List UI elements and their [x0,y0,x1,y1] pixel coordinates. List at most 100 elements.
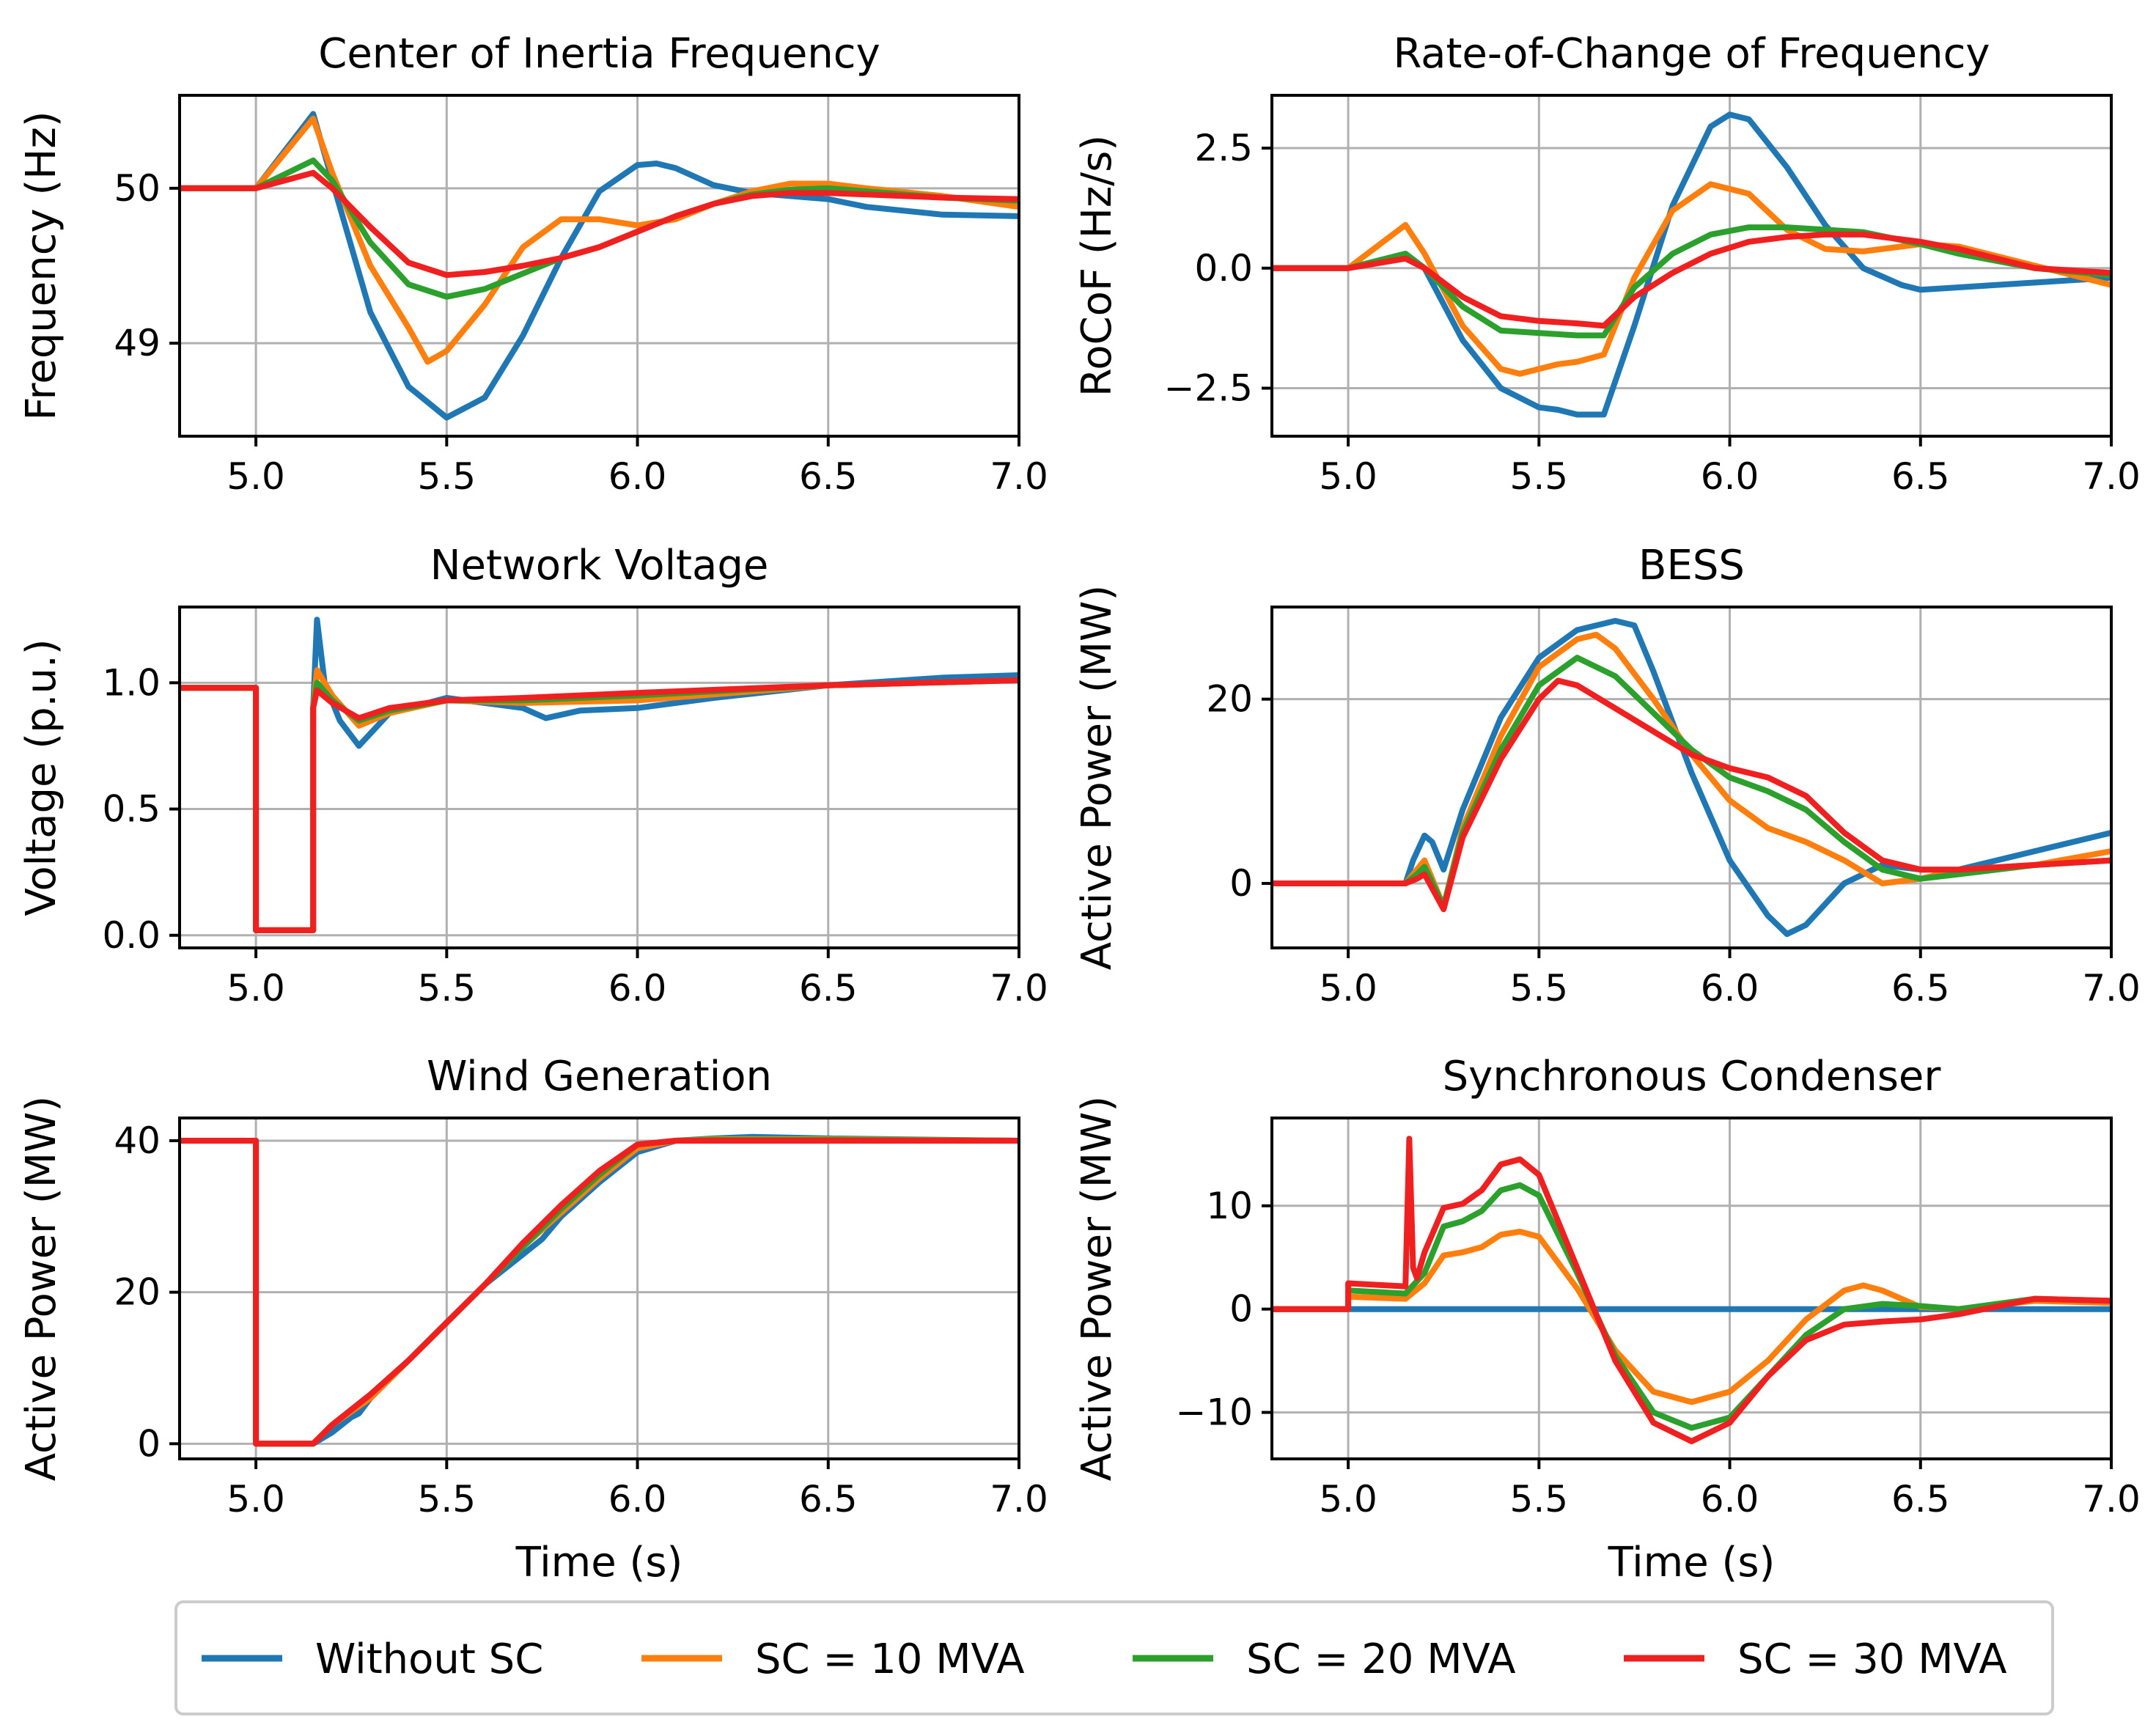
y-tick-label: 20 [114,1271,161,1314]
subplot-title: Network Voltage [430,542,769,589]
legend-box [174,1600,2054,1715]
series-line-2 [180,677,1019,933]
axes-frame [1270,1117,2113,1460]
x-tick-label: 5.0 [227,455,285,498]
series-line-3 [1272,1136,2111,1444]
series-group [1272,111,2111,418]
series-line-2 [180,157,1019,300]
y-tick-label: 40 [114,1119,161,1162]
y-tick-label: 0.5 [102,788,161,831]
subplot-4: 5.0 5.5 6.0 6.5 7.0 0 20 40 Wind Generation Activ… [18,1053,1048,1586]
series-line-2 [1272,224,2111,339]
x-tick-label: 5.5 [1510,1478,1569,1520]
series-line-3 [180,1138,1019,1447]
x-axis-label: Time (s) [1608,1539,1776,1586]
y-tick-label: 49 [114,322,161,364]
subplot-title: Synchronous Condenser [1443,1053,1942,1100]
y-tick-label: −10 [1175,1391,1253,1434]
x-tick-label: 7.0 [2082,455,2141,498]
y-tick-label: 20 [1206,678,1253,721]
x-tick-label: 6.0 [608,967,667,1009]
x-tick-label: 7.0 [990,455,1048,498]
series-line-1 [180,115,1019,365]
x-tick-label: 6.5 [1891,967,1950,1009]
axes-frame [178,606,1020,949]
axes-frame [1270,94,2113,438]
series-line-0 [180,617,1019,933]
axes-frame [178,94,1020,438]
x-tick-label: 7.0 [2082,967,2141,1009]
y-axis-label: Voltage (p.u.) [18,639,65,916]
subplot-0: 5.0 5.5 6.0 6.5 7.0 49 50 Center of Inertia Fre… [18,30,1048,498]
series-line-3 [1272,677,2111,913]
x-tick-label: 6.0 [1701,967,1759,1009]
x-tick-label: 5.0 [1319,1478,1377,1520]
y-tick-label: 1.0 [102,661,161,704]
subplot-title: Rate-of-Change of Frequency [1393,30,1990,78]
x-tick-label: 5.5 [418,455,477,498]
x-tick-label: 5.5 [1510,455,1569,498]
y-axis-label: RoCoF (Hz/s) [1073,135,1121,397]
x-tick-label: 5.0 [1319,967,1377,1009]
subplot-1: 5.0 5.5 6.0 6.5 7.0 −2.5 0.0 2.5 Rate-of-Change … [1073,30,2141,498]
x-tick-label: 5.0 [1319,455,1377,498]
y-tick-label: 0 [1229,862,1253,905]
y-tick-label: 10 [1206,1185,1253,1227]
x-tick-label: 6.0 [608,1478,667,1520]
axes-frame [1270,606,2113,949]
series-group [180,617,1019,933]
subplot-3: 5.0 5.5 6.0 6.5 7.0 0 20 BESS Active Power (MW) [1073,542,2141,1009]
y-axis-label: Active Power (MW) [18,1096,65,1482]
subplot-2: 5.0 5.5 6.0 6.5 7.0 0.0 0.5 1.0 Network Voltage V… [18,542,1048,1009]
legend-label-1: SC = 10 MVA [755,1636,1025,1683]
x-tick-label: 6.5 [799,967,858,1009]
x-tick-label: 6.5 [1891,455,1950,498]
axes-frame [178,1117,1020,1460]
y-tick-label: 0 [1229,1288,1253,1331]
legend-label-2: SC = 20 MVA [1246,1636,1516,1683]
x-axis-label: Time (s) [515,1539,683,1586]
x-tick-label: 5.0 [227,967,285,1009]
y-tick-label: 0 [137,1422,161,1465]
series-line-0 [1272,111,2111,418]
series-line-0 [180,1133,1019,1447]
x-tick-label: 6.5 [799,1478,858,1520]
y-tick-label: 0.0 [102,914,161,957]
x-tick-label: 5.5 [1510,967,1569,1009]
subplot-title: Center of Inertia Frequency [318,30,880,78]
y-axis-label: Active Power (MW) [1073,1096,1121,1482]
y-tick-label: −2.5 [1164,367,1253,410]
series-group [1272,1136,2111,1444]
y-axis-label: Frequency (Hz) [18,111,65,420]
y-axis-label: Active Power (MW) [1073,585,1121,971]
series-group [180,111,1019,421]
legend-label-3: SC = 30 MVA [1737,1636,2007,1683]
series-line-0 [180,111,1019,421]
x-tick-label: 5.5 [418,967,477,1009]
series-line-1 [1272,181,2111,377]
x-tick-label: 6.0 [1701,1478,1759,1520]
series-group [180,1133,1019,1447]
y-tick-label: 2.5 [1194,127,1253,169]
series-line-1 [1272,1229,2111,1405]
subplot-title: BESS [1638,542,1745,589]
series-line-3 [180,677,1019,933]
x-tick-label: 7.0 [990,1478,1048,1520]
series-line-3 [1272,231,2111,329]
x-tick-label: 5.5 [418,1478,477,1520]
series-line-0 [1272,617,2111,938]
x-tick-label: 7.0 [2082,1478,2141,1520]
x-tick-label: 7.0 [990,967,1048,1009]
subplot-5: 5.0 5.5 6.0 6.5 7.0 −10 0 10 Synchronous Condens… [1073,1053,2141,1586]
legend: Without SC SC = 10 MVA SC = 20 MVA SC = … [174,1600,2054,1715]
x-tick-label: 6.5 [1891,1478,1950,1520]
x-tick-label: 6.5 [799,455,858,498]
x-tick-label: 6.0 [608,455,667,498]
legend-label-0: Without SC [315,1636,543,1683]
subplot-title: Wind Generation [427,1053,772,1100]
series-group [1272,617,2111,938]
x-tick-label: 6.0 [1701,455,1759,498]
y-tick-label: 0.0 [1194,247,1253,290]
y-tick-label: 50 [114,167,161,210]
